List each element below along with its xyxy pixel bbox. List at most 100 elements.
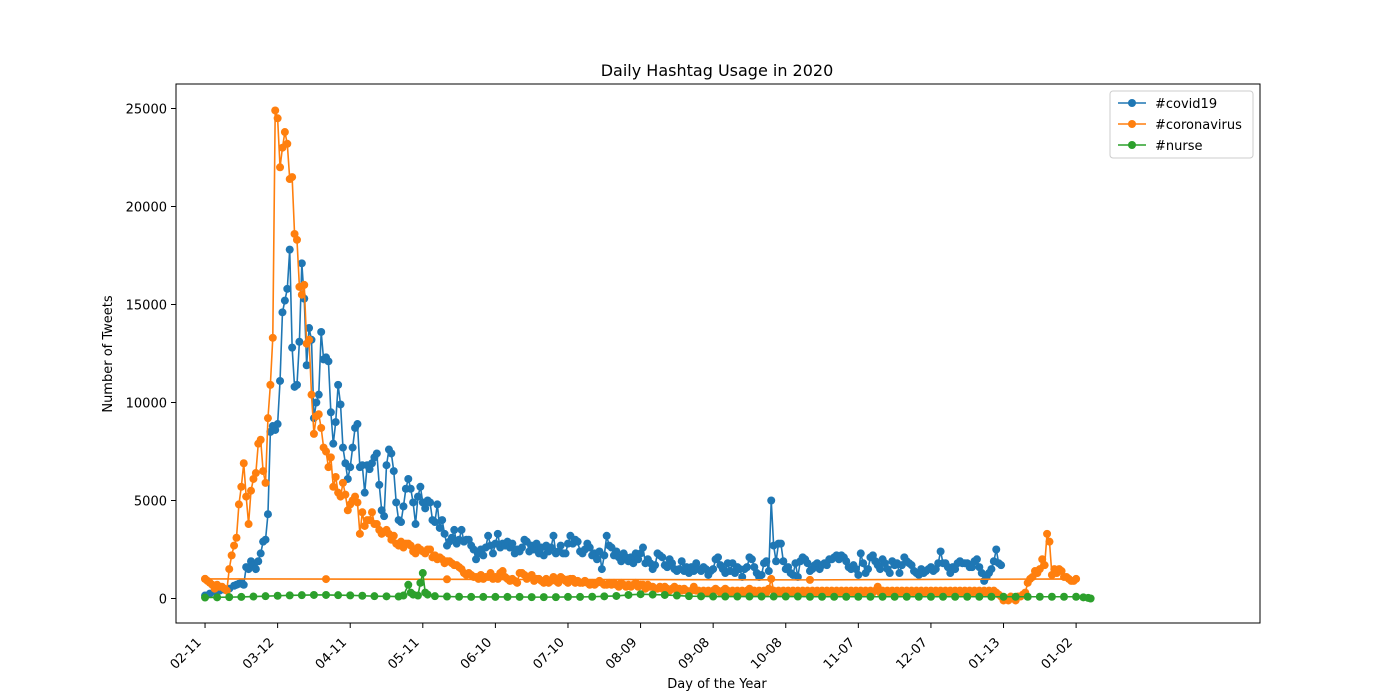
series-layer xyxy=(201,106,1095,605)
data-point xyxy=(1023,592,1032,601)
data-point xyxy=(951,592,960,601)
data-point xyxy=(288,173,297,182)
data-point xyxy=(479,551,488,560)
data-point xyxy=(232,533,241,542)
data-point xyxy=(382,461,391,470)
y-tick-label: 5000 xyxy=(134,495,167,510)
data-point xyxy=(1045,537,1054,546)
data-point xyxy=(358,508,367,517)
legend-marker xyxy=(1128,141,1136,149)
x-tick-label: 03-12 xyxy=(240,635,277,672)
data-point xyxy=(597,565,606,574)
data-point xyxy=(987,592,996,601)
data-point xyxy=(234,500,243,509)
data-point xyxy=(491,592,500,601)
data-point xyxy=(322,447,331,456)
data-point xyxy=(426,498,435,507)
data-point xyxy=(288,343,297,352)
data-point xyxy=(251,469,260,478)
data-point xyxy=(830,592,839,601)
legend-label: #nurse xyxy=(1155,139,1203,154)
data-point xyxy=(283,139,292,148)
data-point xyxy=(438,516,447,525)
data-point xyxy=(426,545,435,554)
data-point xyxy=(285,591,294,600)
data-point xyxy=(338,478,347,487)
y-tick-label: 10000 xyxy=(126,397,167,412)
data-point xyxy=(803,559,812,568)
data-point xyxy=(854,592,863,601)
data-point xyxy=(353,498,362,507)
data-point xyxy=(324,463,333,472)
data-point xyxy=(856,549,865,558)
data-point xyxy=(781,592,790,601)
data-point xyxy=(805,575,814,584)
data-point xyxy=(779,557,788,566)
data-point xyxy=(738,572,747,581)
legend-marker xyxy=(1128,99,1136,107)
data-point xyxy=(375,480,384,489)
data-point xyxy=(914,592,923,601)
data-point xyxy=(285,245,294,254)
legend-marker xyxy=(1128,120,1136,128)
x-tick-label: 05-11 xyxy=(385,635,422,672)
x-tick-label: 02-11 xyxy=(168,635,205,672)
data-point xyxy=(447,533,456,542)
data-point xyxy=(302,361,311,370)
data-point xyxy=(658,553,667,562)
data-point xyxy=(549,531,558,540)
data-point xyxy=(972,555,981,564)
x-tick-label: 07-10 xyxy=(530,635,567,672)
data-point xyxy=(455,592,464,601)
data-point xyxy=(256,435,265,444)
data-point xyxy=(443,592,451,601)
x-tick-label: 11-07 xyxy=(821,635,858,672)
y-tick-label: 25000 xyxy=(126,103,167,118)
data-point xyxy=(769,592,778,601)
data-point xyxy=(406,484,415,493)
data-point xyxy=(757,592,766,601)
data-point xyxy=(743,563,752,572)
data-point xyxy=(322,575,331,584)
series-coronavirus xyxy=(201,106,1081,605)
data-point xyxy=(684,592,693,601)
data-point xyxy=(677,557,686,566)
y-tick-label: 15000 xyxy=(126,299,167,314)
data-point xyxy=(450,525,459,534)
data-point xyxy=(709,565,718,574)
data-point xyxy=(225,565,234,574)
data-point xyxy=(387,449,396,458)
data-point xyxy=(503,592,512,601)
data-point xyxy=(714,553,722,562)
data-point xyxy=(295,337,304,346)
data-point xyxy=(338,443,347,452)
data-point xyxy=(322,590,331,599)
data-point xyxy=(660,590,669,599)
data-point xyxy=(651,561,660,570)
data-point xyxy=(312,398,321,407)
data-point xyxy=(329,439,338,448)
data-point xyxy=(527,593,536,602)
data-point xyxy=(493,529,502,538)
data-point xyxy=(297,591,306,600)
data-point xyxy=(518,543,527,552)
data-point xyxy=(767,574,776,583)
data-point xyxy=(326,408,335,417)
data-point xyxy=(346,463,355,472)
y-axis: 0 5000 10000 15000 20000 25000 xyxy=(126,103,176,608)
data-point xyxy=(987,565,996,574)
data-point xyxy=(230,541,239,550)
y-axis-label: Number of Tweets xyxy=(101,295,116,413)
legend-entries: #covid19 #coronavirus #nurse xyxy=(1118,97,1242,154)
data-point xyxy=(859,559,868,568)
data-point xyxy=(745,592,754,601)
data-point xyxy=(358,591,367,600)
data-point xyxy=(733,592,742,601)
data-point xyxy=(890,592,899,601)
data-point xyxy=(418,569,427,578)
data-point xyxy=(314,390,323,399)
data-point xyxy=(602,531,611,540)
x-axis-label: Day of the Year xyxy=(667,677,767,692)
data-point xyxy=(239,580,248,589)
